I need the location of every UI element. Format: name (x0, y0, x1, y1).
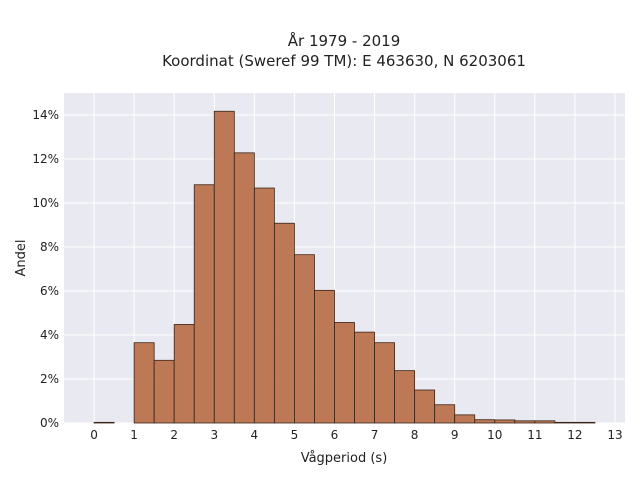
x-tick-label: 1 (130, 428, 138, 442)
histogram-bar (414, 389, 436, 424)
histogram-bar (253, 187, 275, 424)
y-tick-label: 8% (40, 240, 59, 254)
y-tick-label: 12% (32, 152, 59, 166)
x-tick-label: 0 (90, 428, 98, 442)
y-tick-label: 14% (32, 108, 59, 122)
histogram-bar (474, 419, 496, 424)
y-axis-ticks: 0% 2% 4% 6% 8% 10% 12% 14% (32, 108, 59, 430)
x-tick-label: 6 (331, 428, 339, 442)
histogram-bar (394, 370, 416, 424)
y-tick-label: 6% (40, 284, 59, 298)
x-tick-label: 12 (567, 428, 582, 442)
x-tick-label: 9 (451, 428, 459, 442)
histogram-bar (574, 421, 596, 424)
x-axis-label: Vågperiod (s) (301, 451, 388, 466)
x-tick-label: 11 (527, 428, 542, 442)
x-tick-label: 3 (210, 428, 218, 442)
histogram-bar (173, 324, 195, 424)
chart-title: År 1979 - 2019 (288, 31, 401, 50)
histogram-bar (454, 414, 476, 424)
histogram-bar (334, 322, 355, 424)
x-tick-label: 2 (170, 428, 178, 442)
histogram-bar (534, 420, 556, 424)
x-tick-label: 7 (371, 428, 379, 442)
x-tick-label: 4 (251, 428, 259, 442)
y-tick-label: 0% (40, 416, 59, 430)
histogram-bar (314, 289, 335, 424)
histogram-bar (554, 421, 576, 424)
y-tick-label: 4% (40, 328, 59, 342)
bars (93, 110, 596, 424)
y-tick-label: 10% (32, 196, 59, 210)
histogram-bar (514, 420, 536, 424)
histogram-bar (354, 331, 375, 424)
x-axis-ticks: 0 1 2 3 4 5 6 7 8 9 10 11 12 13 (90, 428, 622, 442)
x-tick-label: 13 (607, 428, 622, 442)
histogram-bar (434, 404, 456, 424)
histogram-bar (153, 359, 175, 424)
histogram-bar (193, 184, 215, 424)
x-tick-label: 10 (487, 428, 502, 442)
histogram-bar (93, 421, 115, 424)
histogram-bar (133, 342, 155, 424)
x-tick-label: 8 (411, 428, 419, 442)
histogram-bar (233, 152, 255, 424)
histogram-bar (494, 419, 516, 424)
y-axis-label: Andel (14, 240, 29, 277)
x-tick-label: 5 (291, 428, 299, 442)
histogram-bar (273, 222, 295, 424)
histogram-bar (294, 254, 315, 424)
chart-subtitle: Koordinat (Sweref 99 TM): E 463630, N 62… (162, 52, 526, 70)
histogram-bar (213, 110, 235, 424)
histogram-bar (374, 342, 395, 424)
y-tick-label: 2% (40, 372, 59, 386)
